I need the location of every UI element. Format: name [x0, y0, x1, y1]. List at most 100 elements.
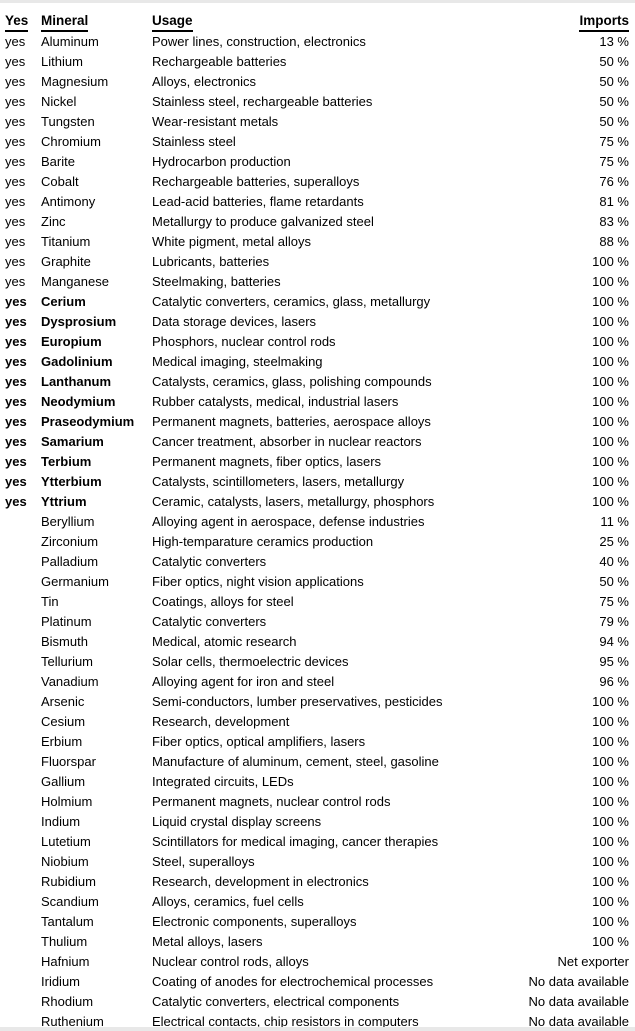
cell-imports: No data available: [528, 1014, 629, 1029]
table-row: yes Cobalt Rechargeable batteries, super…: [0, 172, 635, 192]
cell-usage: Fiber optics, night vision applications: [152, 574, 364, 589]
table-row: Lutetium Scintillators for medical imagi…: [0, 832, 635, 852]
cell-imports: 13 %: [599, 34, 629, 49]
cell-yes: yes: [5, 94, 26, 109]
table-row: Vanadium Alloying agent for iron and ste…: [0, 672, 635, 692]
cell-mineral: Cerium: [41, 294, 86, 309]
cell-mineral: Vanadium: [41, 674, 99, 689]
cell-imports: 100 %: [592, 854, 629, 869]
cell-usage: Research, development: [152, 714, 290, 729]
cell-usage: Ceramic, catalysts, lasers, metallurgy, …: [152, 494, 435, 509]
table-row: yes Yttrium Ceramic, catalysts, lasers, …: [0, 492, 635, 512]
cell-usage: Integrated circuits, LEDs: [152, 774, 294, 789]
cell-imports: 50 %: [599, 74, 629, 89]
cell-mineral: Cobalt: [41, 174, 79, 189]
cell-imports: 50 %: [599, 574, 629, 589]
cell-usage: Phosphors, nuclear control rods: [152, 334, 336, 349]
cell-mineral: Dysprosium: [41, 314, 117, 329]
table-row: Hafnium Nuclear control rods, alloys Net…: [0, 952, 635, 972]
table-row: Germanium Fiber optics, night vision app…: [0, 572, 635, 592]
table-row: yes Europium Phosphors, nuclear control …: [0, 332, 635, 352]
cell-yes: yes: [5, 474, 27, 489]
cell-usage: Lubricants, batteries: [152, 254, 270, 269]
cell-mineral: Niobium: [41, 854, 89, 869]
cell-mineral: Graphite: [41, 254, 91, 269]
cell-imports: 100 %: [592, 354, 629, 369]
cell-imports: 94 %: [599, 634, 629, 649]
cell-usage: Coating of anodes for electrochemical pr…: [152, 974, 434, 989]
cell-yes: yes: [5, 34, 26, 49]
cell-imports: 75 %: [599, 154, 629, 169]
cell-imports: No data available: [528, 994, 629, 1009]
cell-imports: 88 %: [599, 234, 629, 249]
table-row: Gallium Integrated circuits, LEDs 100 %: [0, 772, 635, 792]
cell-mineral: Terbium: [41, 454, 92, 469]
table-row: yes Tungsten Wear-resistant metals 50 %: [0, 112, 635, 132]
table-row: yes Neodymium Rubber catalysts, medical,…: [0, 392, 635, 412]
cell-yes: yes: [5, 234, 26, 249]
cell-mineral: Beryllium: [41, 514, 95, 529]
cell-imports: 100 %: [592, 394, 629, 409]
cell-usage: Manufacture of aluminum, cement, steel, …: [152, 754, 439, 769]
table-row: yes Chromium Stainless steel 75 %: [0, 132, 635, 152]
cell-usage: Alloying agent in aerospace, defense ind…: [152, 514, 425, 529]
cell-imports: 100 %: [592, 474, 629, 489]
cell-usage: Catalysts, ceramics, glass, polishing co…: [152, 374, 432, 389]
cell-mineral: Europium: [41, 334, 102, 349]
cell-mineral: Lanthanum: [41, 374, 112, 389]
cell-imports: 100 %: [592, 334, 629, 349]
table-row: yes Graphite Lubricants, batteries 100 %: [0, 252, 635, 272]
cell-mineral: Barite: [41, 154, 75, 169]
table-row: Tellurium Solar cells, thermoelectric de…: [0, 652, 635, 672]
cell-imports: 100 %: [592, 434, 629, 449]
cell-usage: High-temparature ceramics production: [152, 534, 374, 549]
cell-mineral: Manganese: [41, 274, 109, 289]
cell-mineral: Holmium: [41, 794, 93, 809]
cell-yes: yes: [5, 54, 26, 69]
cell-usage: Liquid crystal display screens: [152, 814, 322, 829]
table-row: yes Gadolinium Medical imaging, steelmak…: [0, 352, 635, 372]
cell-mineral: Arsenic: [41, 694, 85, 709]
cell-mineral: Hafnium: [41, 954, 90, 969]
cell-mineral: Bismuth: [41, 634, 88, 649]
table-row: Thulium Metal alloys, lasers 100 %: [0, 932, 635, 952]
table-row: Palladium Catalytic converters 40 %: [0, 552, 635, 572]
cell-mineral: Lutetium: [41, 834, 91, 849]
cell-mineral: Tin: [41, 594, 59, 609]
cell-imports: 96 %: [599, 674, 629, 689]
cell-yes: yes: [5, 74, 26, 89]
table-row: Cesium Research, development 100 %: [0, 712, 635, 732]
cell-yes: yes: [5, 414, 27, 429]
header-cell-usage: Usage: [152, 12, 504, 32]
table-row: Zirconium High-temparature ceramics prod…: [0, 532, 635, 552]
cell-usage: White pigment, metal alloys: [152, 234, 311, 249]
cell-usage: Semi-conductors, lumber preservatives, p…: [152, 694, 443, 709]
cell-mineral: Tantalum: [41, 914, 94, 929]
table-row: Indium Liquid crystal display screens 10…: [0, 812, 635, 832]
cell-yes: yes: [5, 294, 27, 309]
cell-usage: Metal alloys, lasers: [152, 934, 263, 949]
cell-imports: 100 %: [592, 274, 629, 289]
cell-mineral: Gallium: [41, 774, 86, 789]
cell-mineral: Scandium: [41, 894, 99, 909]
cell-usage: Fiber optics, optical amplifiers, lasers: [152, 734, 366, 749]
cell-imports: 50 %: [599, 54, 629, 69]
cell-usage: Alloying agent for iron and steel: [152, 674, 335, 689]
cell-yes: yes: [5, 134, 26, 149]
cell-usage: Rechargeable batteries: [152, 54, 287, 69]
cell-mineral: Fluorspar: [41, 754, 96, 769]
cell-imports: 76 %: [599, 174, 629, 189]
cell-mineral: Tellurium: [41, 654, 94, 669]
cell-yes: yes: [5, 494, 27, 509]
cell-usage: Power lines, construction, electronics: [152, 34, 366, 49]
cell-yes: yes: [5, 354, 27, 369]
cell-imports: 100 %: [592, 734, 629, 749]
cell-mineral: Palladium: [41, 554, 99, 569]
cell-imports: 100 %: [592, 794, 629, 809]
cell-imports: 50 %: [599, 94, 629, 109]
table-row: yes Terbium Permanent magnets, fiber opt…: [0, 452, 635, 472]
cell-usage: Rubber catalysts, medical, industrial la…: [152, 394, 399, 409]
table-row: Bismuth Medical, atomic research 94 %: [0, 632, 635, 652]
cell-usage: Solar cells, thermoelectric devices: [152, 654, 349, 669]
